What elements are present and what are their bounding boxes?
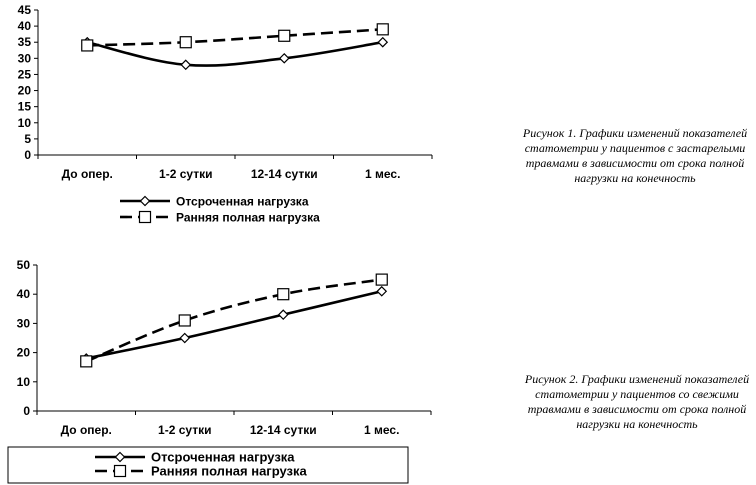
y-tick-label: 35 bbox=[18, 35, 32, 49]
y-tick-label: 0 bbox=[23, 404, 30, 418]
data-point-series-1 bbox=[376, 285, 388, 297]
legend-marker-2 bbox=[113, 464, 127, 478]
data-point-series-2 bbox=[178, 314, 191, 327]
y-tick-label: 30 bbox=[18, 51, 32, 65]
series-line-1 bbox=[86, 40, 383, 67]
legend-marker-2 bbox=[138, 210, 152, 224]
y-tick-label: 40 bbox=[18, 19, 32, 33]
x-tick-label: 1 мес. bbox=[365, 167, 400, 181]
y-tick-label: 10 bbox=[17, 375, 31, 389]
data-point-series-2 bbox=[278, 29, 291, 42]
legend-label-2: Ранняя полная нагрузка bbox=[176, 211, 320, 225]
y-tick-label: 0 bbox=[24, 148, 31, 162]
x-tick-label: До опер. bbox=[62, 167, 113, 181]
y-tick-label: 40 bbox=[17, 287, 31, 301]
x-tick-label: 1-2 сутки bbox=[158, 423, 211, 437]
data-point-series-1 bbox=[377, 36, 389, 48]
data-point-series-2 bbox=[277, 288, 290, 301]
y-tick-label: 25 bbox=[18, 67, 32, 81]
caption-figure-2: Рисунок 2. Графики изменений показателей… bbox=[524, 372, 750, 431]
y-tick-label: 45 bbox=[18, 3, 32, 17]
y-tick-label: 10 bbox=[18, 116, 32, 130]
x-tick-label: 1 мес. bbox=[364, 423, 399, 437]
y-tick-label: 15 bbox=[18, 100, 32, 114]
data-point-series-2 bbox=[376, 23, 389, 36]
chart-1: 0 5 10 15 20 25 30 35 40 45 До опер. 1-2 сутки 12-14… bbox=[18, 3, 433, 225]
series-line-1 bbox=[85, 290, 383, 360]
data-point-series-2 bbox=[375, 273, 388, 286]
x-tick-label: До опер. bbox=[61, 423, 112, 437]
y-tick-label: 30 bbox=[17, 316, 31, 330]
y-tick-label: 5 bbox=[24, 132, 31, 146]
data-point-series-2 bbox=[81, 39, 94, 52]
legend-box bbox=[7, 446, 409, 484]
legend-marker-1 bbox=[114, 451, 126, 463]
series-line-2 bbox=[85, 278, 382, 363]
caption-figure-1: Рисунок 1. Графики изменений показателей… bbox=[522, 126, 748, 185]
x-tick-label: 12-14 сутки bbox=[250, 423, 317, 437]
legend-label-1: Отсроченная нагрузка bbox=[176, 195, 309, 209]
data-point-series-1 bbox=[179, 332, 191, 344]
chart-2: 0 10 20 30 40 50 До опер. 1-2 сутки 12-14 сутки 1… bbox=[7, 258, 432, 484]
data-point-series-1 bbox=[277, 309, 289, 320]
legend-label-1: Отсроченная нагрузка bbox=[151, 450, 295, 465]
data-point-series-1 bbox=[278, 52, 290, 64]
legend-label-2: Ранняя полная нагрузка bbox=[151, 464, 308, 479]
y-tick-label: 50 bbox=[17, 258, 31, 272]
series-line-2 bbox=[87, 28, 383, 47]
x-tick-label: 1-2 сутки bbox=[159, 167, 212, 181]
data-point-series-2 bbox=[80, 355, 93, 368]
data-point-series-2 bbox=[179, 36, 192, 49]
x-tick-label: 12-14 сутки bbox=[251, 167, 318, 181]
y-tick-label: 20 bbox=[18, 84, 32, 98]
y-tick-label: 20 bbox=[17, 346, 31, 360]
data-point-series-1 bbox=[180, 59, 192, 71]
legend-marker-1 bbox=[139, 195, 151, 207]
